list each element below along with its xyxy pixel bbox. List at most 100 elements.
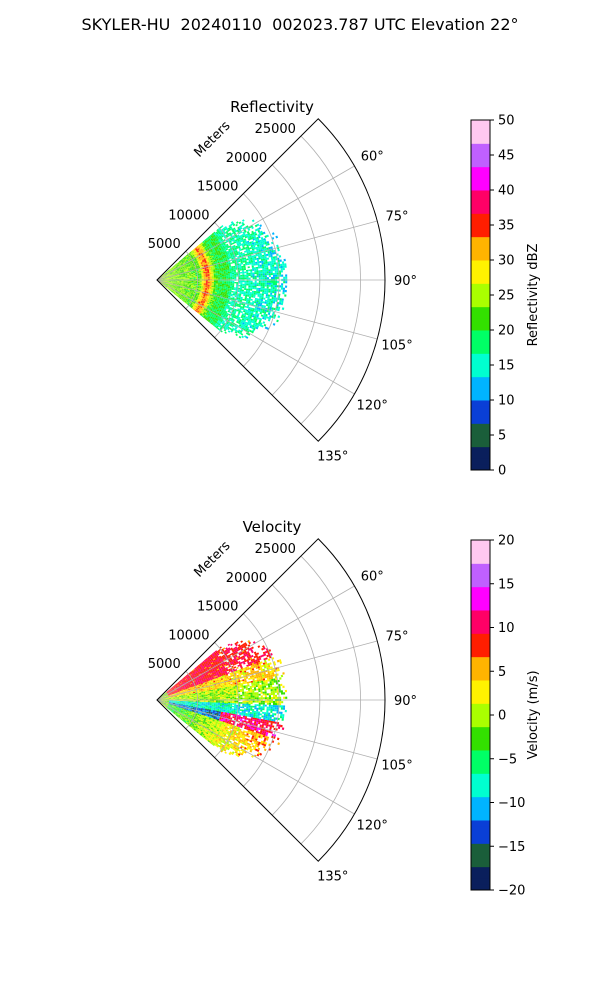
colorbar-segment: [471, 633, 490, 640]
colorbar-segment: [471, 160, 490, 168]
range-tick-label: 15000: [197, 600, 238, 615]
colorbar-segment: [471, 435, 490, 442]
azimuth-tick-label: 75°: [386, 210, 409, 225]
colorbar-segment: [471, 440, 490, 448]
colorbar-tick-label: 20: [498, 324, 515, 339]
colorbar-segment: [471, 820, 490, 827]
colorbar-segment: [471, 645, 490, 652]
colorbar-segment: [471, 872, 490, 879]
colorbar-segment: [471, 680, 490, 687]
azimuth-spoke: [156, 640, 378, 701]
colorbar-tick-label: 0: [498, 709, 506, 724]
colorbar-tick-label: 10: [498, 394, 515, 409]
colorbar-segment: [471, 855, 490, 862]
colorbar-segment: [471, 668, 490, 675]
colorbar-segment: [471, 860, 490, 868]
colorbar-segment: [471, 884, 490, 891]
azimuth-tick-label: 60°: [361, 150, 384, 165]
colorbar-label: Reflectivity dBZ: [526, 244, 541, 347]
colorbar-segment: [471, 575, 490, 582]
range-tick-label: 10000: [168, 628, 209, 643]
colorbar-segment: [471, 330, 490, 337]
azimuth-spoke: [156, 165, 355, 281]
colorbar-segment: [471, 172, 490, 179]
colorbar-segment: [471, 242, 490, 249]
colorbar-segment: [471, 125, 490, 133]
azimuth-spoke: [156, 279, 378, 340]
colorbar-segment: [471, 312, 490, 319]
colorbar-segment: [471, 277, 490, 284]
colorbar-segment: [471, 540, 490, 547]
colorbar-segment: [471, 335, 490, 343]
colorbar-segment: [471, 738, 490, 745]
colorbar-segment: [471, 300, 490, 308]
radar-data-field: [157, 219, 288, 339]
azimuth-spoke: [156, 699, 355, 815]
colorbar-segment: [471, 656, 490, 663]
colorbar-segment: [471, 405, 490, 413]
colorbar-segment: [471, 726, 490, 733]
colorbar-segment: [471, 131, 490, 138]
colorbar-segment: [471, 219, 490, 226]
colorbar-segment: [471, 843, 490, 850]
panel-title: Reflectivity: [230, 98, 314, 116]
range-tick-label: 15000: [197, 180, 238, 195]
colorbar-segment: [471, 318, 490, 325]
colorbar-segment: [471, 213, 490, 220]
colorbar-segment: [471, 639, 490, 646]
azimuth-spoke: [156, 699, 378, 760]
colorbar-segment: [471, 592, 490, 599]
colorbar-segment: [471, 452, 490, 459]
range-tick-label: 20000: [226, 151, 267, 166]
colorbar-segment: [471, 610, 490, 617]
colorbar-segment: [471, 137, 490, 144]
colorbar-segment: [471, 155, 490, 162]
colorbar-segment: [471, 674, 490, 681]
sector-outline: [156, 118, 386, 442]
colorbar-segment: [471, 347, 490, 354]
colorbar-tick-label: 10: [498, 621, 515, 636]
azimuth-tick-label: 60°: [361, 570, 384, 585]
colorbar-segment: [471, 376, 490, 383]
colorbar-segment: [471, 878, 490, 885]
colorbar-segment: [471, 458, 490, 465]
colorbar-segment: [471, 785, 490, 792]
colorbar-segment: [471, 767, 490, 774]
colorbar-tick-label: 20: [498, 534, 515, 549]
colorbar-segment: [471, 423, 490, 430]
colorbar-segment: [471, 271, 490, 278]
colorbar-segment: [471, 586, 490, 593]
colorbar-segment: [471, 779, 490, 786]
colorbar-tick-label: 45: [498, 149, 515, 164]
colorbar-segment: [471, 359, 490, 366]
colorbar-segment: [471, 732, 490, 739]
colorbar-segment: [471, 143, 490, 150]
colorbar-segment: [471, 621, 490, 628]
colorbar-tick-label: −5: [498, 752, 517, 767]
colorbar-segment: [471, 417, 490, 424]
colorbar-segment: [471, 755, 490, 763]
colorbar-segment: [471, 563, 490, 570]
colorbar-segment: [471, 394, 490, 401]
colorbar-tick-label: 25: [498, 289, 515, 304]
colorbar-segment: [471, 802, 490, 809]
range-tick-label: 25000: [255, 542, 296, 557]
colorbar-tick-label: 35: [498, 219, 515, 234]
azimuth-tick-label: 120°: [357, 398, 388, 413]
colorbar-segment: [471, 295, 490, 302]
colorbar-segment: [471, 429, 490, 436]
colorbar-tick-label: 40: [498, 184, 515, 199]
colorbar-segment: [471, 283, 490, 290]
colorbar-segment: [471, 289, 490, 296]
colorbar-segment: [471, 178, 490, 185]
colorbar-segment: [471, 697, 490, 704]
colorbar-segment: [471, 615, 490, 623]
colorbar-segment: [471, 627, 490, 634]
azimuth-tick-label: 105°: [381, 758, 412, 773]
colorbar-segment: [471, 796, 490, 803]
colorbar-segment: [471, 306, 490, 313]
colorbar-tick-label: 0: [498, 464, 506, 479]
azimuth-tick-label: 135°: [317, 450, 348, 465]
colorbar-tick-label: −10: [498, 796, 525, 811]
colorbar-segment: [471, 750, 490, 757]
